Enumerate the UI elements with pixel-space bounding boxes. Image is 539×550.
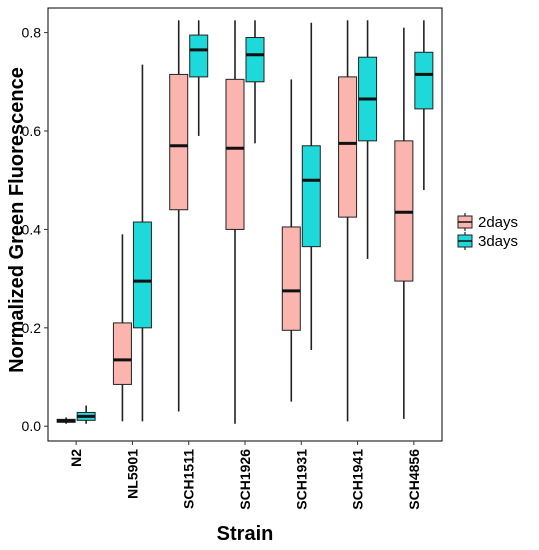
legend-key-3days xyxy=(457,232,473,250)
box-2days-SCH1941 xyxy=(338,20,358,422)
y-tick-label: 0.0 xyxy=(22,418,42,434)
x-axis-title: Strain xyxy=(217,523,274,545)
x-tick-label: N2 xyxy=(68,449,84,467)
y-tick-label: 0.8 xyxy=(22,25,42,41)
x-tick-label: SCH1941 xyxy=(350,449,366,510)
box-body xyxy=(169,73,189,211)
box-body xyxy=(132,221,152,329)
box-body xyxy=(245,37,265,83)
box-body xyxy=(301,145,321,248)
y-tick-label: 0.2 xyxy=(22,320,42,336)
x-tick-label: SCH1926 xyxy=(237,449,253,510)
plot-area xyxy=(47,7,443,442)
box-body xyxy=(189,34,209,78)
legend-label-2days: 2days xyxy=(478,214,518,231)
box-2days-N2 xyxy=(56,417,76,424)
box-3days-SCH1511 xyxy=(189,20,209,136)
box-3days-SCH1926 xyxy=(245,20,265,144)
plot-border xyxy=(47,7,443,442)
box-body xyxy=(281,226,301,331)
legend-key-2days xyxy=(457,213,473,231)
box-3days-N2 xyxy=(76,405,96,424)
box-3days-SCH1941 xyxy=(358,20,378,259)
x-tick-label: NL5901 xyxy=(124,449,140,499)
y-tick-label: 0.4 xyxy=(22,221,42,237)
x-tick-label: SCH1511 xyxy=(181,449,197,509)
box-3days-SCH4856 xyxy=(414,20,434,191)
box-body xyxy=(225,78,245,230)
box-body xyxy=(338,76,358,218)
box-2days-SCH1926 xyxy=(225,20,245,424)
box-body xyxy=(112,322,132,385)
box-body xyxy=(414,51,434,110)
box-2days-SCH1931 xyxy=(281,79,301,402)
y-axis: 0.0 0.2 0.4 0.6 0.8 xyxy=(22,25,48,434)
legend-label-3days: 3days xyxy=(478,233,518,250)
x-tick-label: SCH4856 xyxy=(406,449,422,510)
box-3days-NL5901 xyxy=(132,64,152,422)
box-2days-SCH4856 xyxy=(394,27,414,419)
x-tick-label: SCH1931 xyxy=(293,449,309,510)
y-axis-title: Normalized Green Fluorescence xyxy=(6,67,28,373)
box-2days-SCH1511 xyxy=(169,20,189,412)
box-2days-NL5901 xyxy=(112,234,132,422)
box-3days-SCH1931 xyxy=(301,22,321,350)
x-axis: N2 NL5901 SCH1511 SCH1926 SCH1931 SCH1941 SCH4… xyxy=(68,441,422,510)
y-tick-label: 0.6 xyxy=(22,123,42,139)
legend: 2days 3days xyxy=(457,213,518,250)
